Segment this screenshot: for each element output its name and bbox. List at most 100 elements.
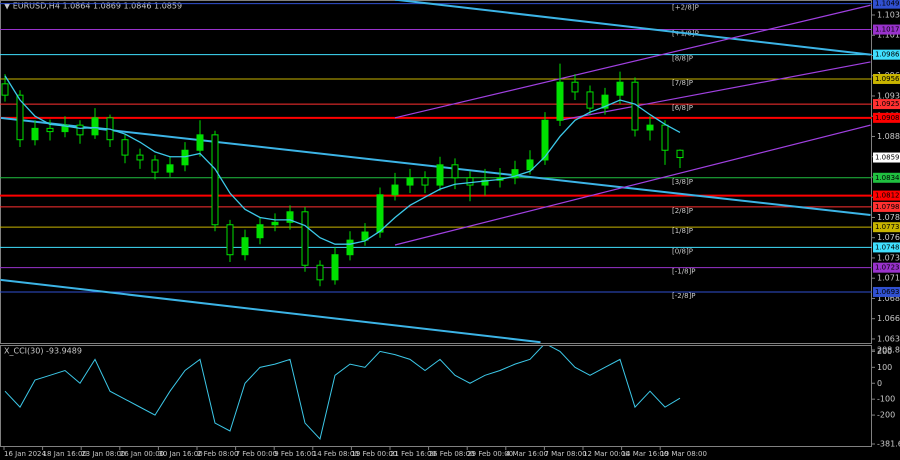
level-badge — [873, 0, 900, 9]
x-tick-label: 30 Jan 16:00 — [158, 450, 202, 458]
level-label: [6/8]P — [672, 104, 693, 112]
x-tick-label: 14 Feb 08:00 — [313, 450, 359, 458]
y-tick-label: 1.0660 — [877, 314, 900, 323]
cci-line — [4, 346, 681, 440]
level-badge — [873, 99, 900, 110]
chart-title: ▼ EURUSD,H4 1.0864 1.0869 1.0846 1.0859 — [4, 2, 182, 11]
y-tick-label: 1.1010 — [877, 31, 900, 40]
candle-body — [91, 117, 99, 136]
candle-body — [196, 134, 204, 151]
candle-body — [616, 81, 624, 96]
candle-body — [241, 237, 249, 256]
candle-body — [511, 169, 519, 179]
level-label: [2/8]P — [672, 207, 693, 215]
level-badge — [873, 242, 900, 253]
candle-body — [376, 194, 384, 233]
level-label: [7/8]P — [672, 79, 693, 87]
x-tick-label: 2 Feb 08:00 — [197, 450, 238, 458]
candle-body — [316, 264, 324, 281]
level-value: 1.0925 — [875, 100, 900, 108]
level-badge — [873, 24, 900, 35]
x-tick-label: 7 Feb 00:00 — [236, 450, 277, 458]
cci-panel — [4, 346, 681, 440]
level-value: 1.0956 — [875, 75, 900, 83]
x-tick-label: 7 Mar 08:00 — [544, 450, 586, 458]
axes: 1.10351.10101.09851.09601.09351.09101.08… — [3, 0, 900, 458]
candle-body — [331, 254, 339, 281]
level-label: [-1/8]P — [672, 268, 695, 276]
candle-body — [586, 91, 594, 109]
x-tick-label: 16 Jan 2024 — [4, 450, 47, 458]
x-tick-label: 26 Feb 08:00 — [429, 450, 475, 458]
trend-line — [0, 278, 541, 343]
candle-body — [361, 231, 369, 241]
level-label: [+2/8]P — [672, 4, 699, 12]
candle-body — [661, 124, 669, 151]
candle-body — [676, 149, 684, 159]
candle-body — [286, 211, 294, 223]
cci-tick-label: 208.887 — [877, 346, 900, 355]
candle-body — [346, 239, 354, 256]
candle-body — [406, 177, 414, 186]
main-panel: [+2/8]P[+1/8]P[8/8]P[7/8]P[6/8]P[3/8]P[2… — [0, 0, 872, 343]
cci-tick-label: 0 — [877, 379, 882, 388]
x-tick-label: 29 Feb 00:00 — [467, 450, 513, 458]
level-value: 1.0812 — [875, 192, 900, 200]
candle-body — [46, 127, 54, 133]
candle-body — [301, 211, 309, 266]
level-badge — [873, 190, 900, 201]
cci-title: X_CCI(30) -93.9489 — [4, 347, 82, 356]
cci-tick-label: -381.647 — [877, 440, 900, 449]
candle-body — [76, 124, 84, 136]
level-badge — [873, 73, 900, 84]
candle-body — [181, 149, 189, 166]
x-tick-label: 14 Mar 16:00 — [622, 450, 669, 458]
level-value: 1.0834 — [875, 174, 900, 182]
cci-tick-label: -200 — [877, 411, 895, 420]
y-tick-label: 1.0685 — [877, 294, 900, 303]
level-value: 1.0798 — [875, 203, 900, 211]
price-label: 1.0859 — [875, 154, 900, 162]
y-tick-label: 1.0710 — [877, 274, 900, 283]
candle-body — [556, 81, 564, 121]
y-tick-label: 1.0735 — [877, 253, 900, 262]
level-label: [1/8]P — [672, 227, 693, 235]
candle-body — [16, 94, 24, 141]
candle-body — [601, 94, 609, 109]
candle-body — [481, 179, 489, 186]
x-tick-label: 26 Jan 00:00 — [120, 450, 164, 458]
level-badge — [873, 286, 900, 297]
level-value: 1.1017 — [875, 26, 900, 34]
candle-body — [61, 124, 69, 133]
candle-body — [121, 139, 129, 156]
level-value: 1.0748 — [875, 243, 900, 251]
candle-body — [226, 224, 234, 256]
x-tick-label: 19 Feb 00:00 — [351, 450, 397, 458]
trend-line — [0, 116, 871, 217]
candle-body — [166, 164, 174, 173]
x-tick-label: 23 Jan 08:00 — [81, 450, 125, 458]
candle-body — [571, 81, 579, 93]
level-label: [3/8]P — [672, 178, 693, 186]
candle-body — [541, 119, 549, 161]
trend-line — [394, 124, 871, 246]
candle-body — [466, 177, 474, 186]
y-tick-label: 1.1035 — [877, 10, 900, 19]
trend-line — [559, 61, 871, 121]
candle-body — [256, 224, 264, 239]
candle-body — [31, 127, 39, 141]
y-tick-label: 1.0785 — [877, 213, 900, 222]
candle-body — [421, 177, 429, 186]
cci-frame — [0, 345, 872, 447]
level-label: [0/8]P — [672, 247, 693, 255]
x-tick-label: 19 Mar 08:00 — [660, 450, 707, 458]
candle-body — [451, 164, 459, 179]
level-value: 1.1049 — [875, 0, 900, 8]
trend-line — [394, 4, 871, 119]
level-value: 1.0723 — [875, 264, 900, 272]
cci-tick-label: -100 — [877, 395, 895, 404]
level-value: 1.0693 — [875, 288, 900, 296]
y-tick-label: 1.0885 — [877, 132, 900, 141]
